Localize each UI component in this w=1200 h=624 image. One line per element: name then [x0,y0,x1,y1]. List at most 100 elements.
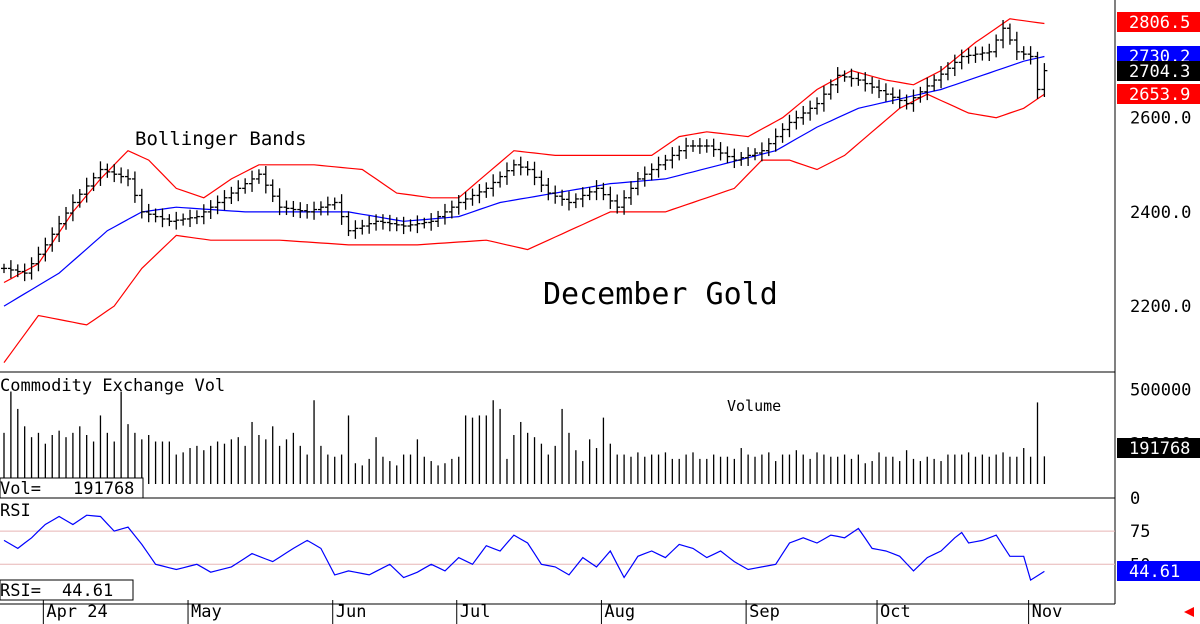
price-bar [834,67,841,94]
price-bar [559,189,566,206]
price-tag-bg [1117,84,1200,104]
price-bar [841,70,848,82]
price-bar [366,215,373,234]
price-bar [710,138,717,157]
price-bar [407,219,414,232]
price-bar [951,54,958,77]
price-bar [352,220,359,239]
price-bar [173,211,180,230]
rsi-y-tick-label: 75 [1130,522,1150,542]
price-bar [1000,19,1007,49]
price-bar [503,162,510,185]
price-bar [1034,51,1041,99]
price-bar [428,213,435,231]
price-bar [324,196,331,216]
price-bar [531,161,538,186]
price-bar [986,43,993,62]
price-bar [1006,23,1013,45]
price-bar [214,195,221,215]
price-bar [393,217,400,232]
price-bar [690,140,696,152]
lower-bollinger-band [3,93,1045,363]
price-bar [545,177,552,201]
price-bar [627,181,634,205]
price-bar [896,89,903,109]
price-bar [882,83,889,102]
price-bar [1020,46,1027,60]
volume-last-tag-bg [1117,438,1200,458]
price-bar [538,170,545,193]
price-bar [779,123,786,143]
price-bar [455,194,462,215]
price-bar [414,215,421,234]
price-bar [221,190,228,211]
price-bar [745,147,752,166]
price-bar [386,214,393,232]
price-annotation: Bollinger Bands [135,128,307,150]
price-bar [21,263,28,282]
price-bar [476,184,483,204]
price-bar [1013,31,1020,61]
price-bar [765,138,772,157]
price-bar [696,138,703,154]
price-bar [242,178,249,194]
price-bar [820,86,827,112]
price-bar [876,79,883,99]
rsi-panel-title: RSI [0,501,31,521]
price-bar [249,170,256,192]
price-bar [807,100,814,121]
rsi-readout-label: RSI= [0,581,41,601]
price-tag: 2704.3 [1129,62,1190,82]
price-bar [669,147,676,169]
price-y-tick-label: 2200.0 [1130,297,1191,317]
price-bar [552,185,559,204]
price-bar [14,264,21,278]
price-bar [993,34,1000,58]
price-bar [648,163,655,181]
price-bar [1,263,7,274]
price-bar [931,74,938,92]
price-bar [938,66,945,89]
price-bar [35,246,42,272]
price-bar [524,161,531,176]
price-bar [283,200,290,216]
price-bar [958,49,965,70]
price-bar [76,189,83,208]
price-bar [441,203,448,225]
price-bar [972,46,979,63]
price-bar [193,210,200,225]
x-tick-label: Oct [880,602,911,622]
volume-label: Volume [727,397,781,415]
price-tag: 2806.5 [1129,13,1190,33]
price-bar [83,177,90,203]
price-bar [814,97,821,115]
price-bar [944,62,951,81]
rsi-readout-value: 44.61 [62,581,113,601]
middle-bollinger-band [3,55,1045,307]
price-bar [772,128,779,152]
price-bar [593,180,600,201]
price-bar [1041,63,1048,97]
price-bar [311,201,318,220]
scroll-arrow-icon[interactable] [1184,607,1194,617]
x-tick-label: Aug [604,602,635,622]
price-bar [565,191,572,211]
price-bar [359,219,366,235]
price-bar [662,154,669,171]
price-bar [786,114,793,138]
price-bar [717,142,724,161]
price-bar [490,174,497,197]
price-tag-bg [1117,12,1200,32]
price-bar [187,209,194,228]
price-y-tick-label: 2600.0 [1130,109,1191,129]
price-bar [290,200,297,217]
volume-y-tick-label: 0 [1130,489,1140,509]
price-bar [683,137,690,159]
price-bar [724,146,731,164]
price-bar [255,169,262,184]
price-bar [703,139,710,153]
price-bar [63,206,70,230]
price-bar [131,171,138,203]
price-bar [262,166,269,194]
x-tick-label: Nov [1032,602,1063,622]
